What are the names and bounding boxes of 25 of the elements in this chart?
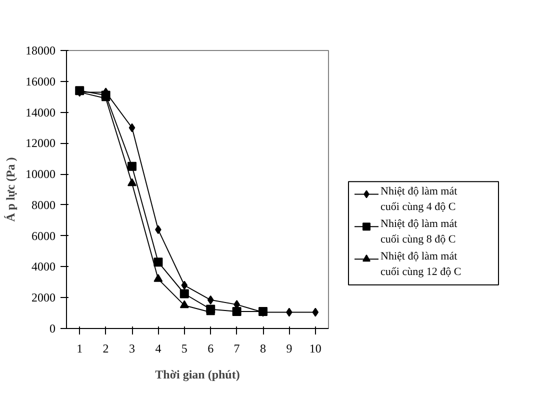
y-tick-label: 6000 [32, 228, 56, 243]
y-tick-label: 16000 [26, 74, 56, 88]
x-tick-label: 10 [309, 342, 322, 356]
x-axis-title: Thời gian (phút) [155, 368, 240, 382]
x-tick-label: 7 [234, 342, 240, 356]
y-tick-label: 10000 [26, 167, 56, 182]
legend-label: Nhiệt độ làm mát cuối cùng 8 độ C [380, 218, 458, 246]
x-tick-label: 4 [155, 342, 162, 356]
y-tick-label: 4000 [32, 260, 56, 274]
legend-label: Nhiệt độ làm mát cuối cùng 12 độ C [380, 250, 462, 278]
y-axis-title: Á p lực (Pa ) [4, 157, 18, 222]
y-tick-label: 14000 [26, 105, 56, 120]
x-tick-label: 5 [181, 342, 188, 356]
x-tick-label: 3 [129, 342, 135, 356]
y-tick-label: 8000 [32, 198, 56, 212]
x-tick-label: 1 [76, 342, 83, 356]
legend-label: Nhiệt độ làm mát cuối cùng 4 độ C [380, 186, 458, 214]
x-tick-label: 8 [260, 342, 266, 356]
x-tick-label: 9 [286, 342, 292, 356]
x-tick-label: 6 [208, 342, 214, 356]
y-tick-label: 0 [50, 322, 56, 336]
y-tick-label: 2000 [32, 290, 56, 305]
x-tick-label: 2 [102, 342, 109, 356]
y-tick-label: 18000 [26, 44, 56, 58]
y-tick-label: 12000 [26, 136, 56, 150]
